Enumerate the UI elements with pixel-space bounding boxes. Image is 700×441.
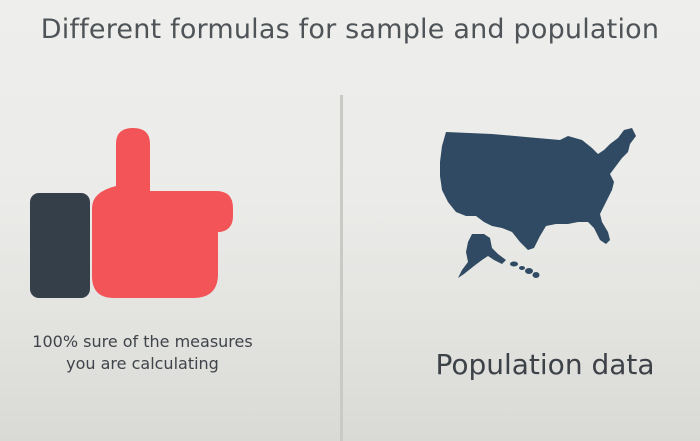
divider <box>340 95 343 441</box>
slide-title: Different formulas for sample and popula… <box>40 14 660 45</box>
caption-line-2: you are calculating <box>66 354 219 373</box>
caption-line-1: 100% sure of the measures <box>32 332 253 351</box>
population-label: Population data <box>435 348 655 381</box>
thumbs-up-icon <box>30 128 233 298</box>
usa-map-icon <box>440 128 636 278</box>
left-caption: 100% sure of the measures you are calcul… <box>10 331 275 375</box>
